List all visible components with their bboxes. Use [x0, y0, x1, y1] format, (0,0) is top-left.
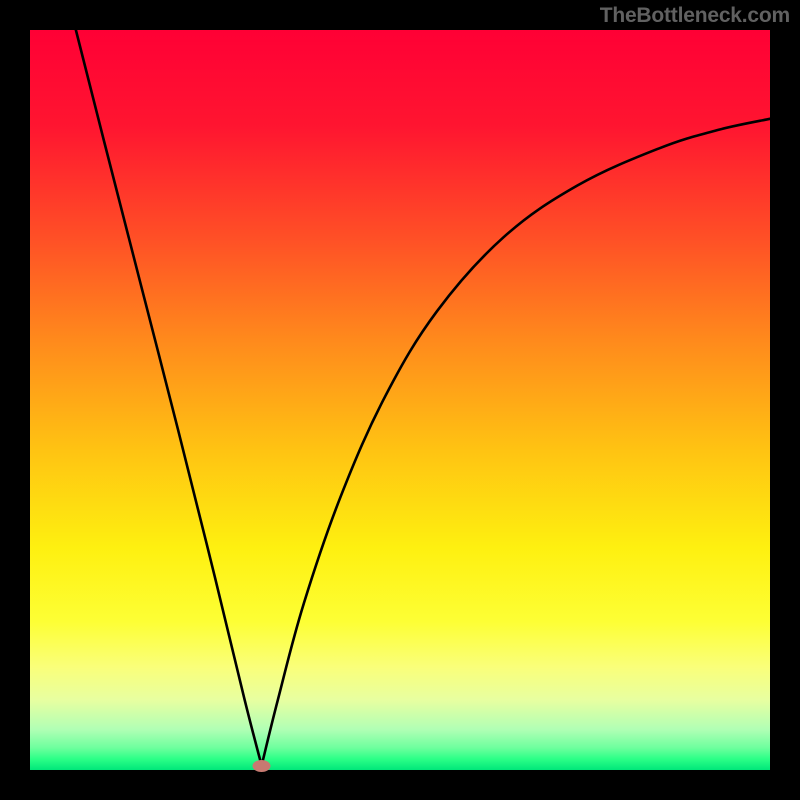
watermark-text: TheBottleneck.com: [600, 4, 790, 28]
chart-container: TheBottleneck.com: [0, 0, 800, 800]
minimum-marker: [253, 760, 271, 772]
bottleneck-chart: [0, 0, 800, 800]
plot-background: [30, 30, 770, 770]
